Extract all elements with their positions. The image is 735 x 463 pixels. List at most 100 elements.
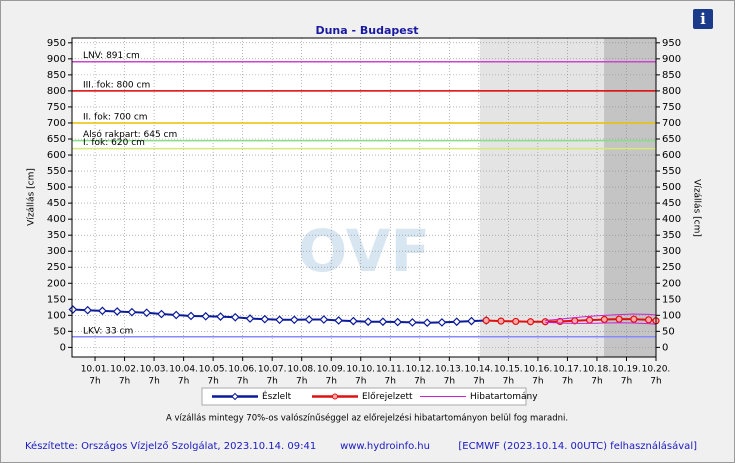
marker xyxy=(319,315,329,324)
y2-tick-label: 0 xyxy=(662,342,668,353)
y-tick-label: 450 xyxy=(47,198,66,209)
x-tick-time: 7h xyxy=(562,377,573,387)
marker xyxy=(230,312,240,322)
marker xyxy=(289,315,299,325)
x-tick-label: 10.16. xyxy=(524,365,553,375)
marker xyxy=(615,315,623,323)
marker xyxy=(512,317,520,326)
x-tick-time: 7h xyxy=(591,377,602,387)
y2-tick-label: 950 xyxy=(662,38,681,49)
x-tick-label: 10.14. xyxy=(465,365,494,375)
y-tick-label: 150 xyxy=(47,294,66,305)
y-tick-label: 200 xyxy=(47,278,66,289)
marker xyxy=(541,318,549,326)
y-tick-label: 700 xyxy=(47,118,66,129)
x-tick-label: 10.05. xyxy=(199,365,228,375)
marker xyxy=(157,309,166,319)
footer-credit: Készítette: Országos Vízjelző Szolgálat,… xyxy=(25,440,316,452)
reference-label: Alsó rakpart: 645 cm xyxy=(83,129,177,140)
marker xyxy=(393,317,403,327)
x-tick-label: 10.10. xyxy=(346,365,375,375)
marker xyxy=(201,311,211,321)
info-button[interactable] xyxy=(693,9,713,29)
marker xyxy=(526,318,535,326)
y2-tick-label: 850 xyxy=(662,70,681,81)
y2-tick-label: 550 xyxy=(662,166,681,177)
marker xyxy=(275,315,284,325)
y2-tick-label: 500 xyxy=(662,182,681,193)
marker xyxy=(349,316,358,326)
x-tick-label: 10.04. xyxy=(169,365,198,375)
x-tick-label: 10.13. xyxy=(435,365,464,375)
marker xyxy=(245,314,255,323)
x-tick-time: 7h xyxy=(148,377,159,387)
marker xyxy=(260,314,270,324)
info-icon[interactable]: i xyxy=(700,10,706,28)
marker xyxy=(186,311,196,321)
error-upper xyxy=(545,313,657,321)
x-tick-time: 7h xyxy=(207,377,218,387)
legend-label: Észlelt xyxy=(262,390,292,402)
y-tick-label: 250 xyxy=(47,262,66,273)
x-tick-time: 7h xyxy=(237,377,248,387)
y-tick-label: 600 xyxy=(47,150,66,161)
marker xyxy=(645,316,653,324)
marker xyxy=(98,306,107,316)
x-tick-label: 10.11. xyxy=(376,365,405,375)
reference-label: II. fok: 700 cm xyxy=(83,112,148,122)
y2-tick-label: 50 xyxy=(662,326,675,337)
x-tick-time: 7h xyxy=(326,377,337,387)
note: A vízállás mintegy 70%-os valószínűségge… xyxy=(166,413,568,424)
x-tick-time: 7h xyxy=(444,377,455,387)
x-tick-label: 10.07. xyxy=(258,365,287,375)
x-tick-time: 7h xyxy=(385,377,396,387)
x-tick-label: 10.08. xyxy=(287,365,316,375)
plot-border xyxy=(71,37,657,358)
y-axis-label: Vízállás [cm] xyxy=(27,168,37,226)
x-tick-label: 10.15. xyxy=(494,365,523,375)
x-tick-time: 7h xyxy=(266,377,277,387)
y-tick-label: 750 xyxy=(47,102,66,113)
y2-tick-label: 200 xyxy=(662,278,681,289)
x-tick-time: 7h xyxy=(503,377,514,387)
x-tick-time: 7h xyxy=(296,377,307,387)
x-tick-time: 7h xyxy=(414,377,425,387)
x-tick-label: 10.19. xyxy=(612,365,641,375)
y2-tick-label: 100 xyxy=(662,310,681,321)
reference-label: III. fok: 800 cm xyxy=(83,80,150,90)
marker xyxy=(408,318,417,327)
marker xyxy=(482,316,490,325)
y2-tick-label: 900 xyxy=(662,54,681,65)
marker xyxy=(467,316,476,326)
marker xyxy=(630,315,638,323)
y-tick-label: 800 xyxy=(47,86,66,97)
y-tick-label: 400 xyxy=(47,214,66,225)
y2-tick-label: 650 xyxy=(662,134,681,145)
legend-items: Észlelt Előrejelzett Hibatartomány xyxy=(212,390,538,402)
marker xyxy=(112,307,122,316)
marker xyxy=(83,305,92,315)
x-tick-time: 7h xyxy=(473,377,484,387)
y-tick-label: 550 xyxy=(47,166,66,177)
x-tick-time: 7h xyxy=(89,377,100,387)
marker xyxy=(171,310,181,320)
footer-source: [ECMWF (2023.10.14. 00UTC) felhasználásá… xyxy=(458,440,697,452)
forecast-region xyxy=(604,38,656,357)
marker xyxy=(334,316,343,325)
x-tick-label: 10.17. xyxy=(553,365,582,375)
y-tick-label: 0 xyxy=(60,342,66,353)
x-tick-time: 7h xyxy=(178,377,189,387)
marker xyxy=(378,317,388,327)
marker xyxy=(127,307,137,317)
x-tick-label: 10.02. xyxy=(110,365,139,375)
y-tick-label: 850 xyxy=(47,70,66,81)
y2-tick-label: 400 xyxy=(662,214,681,225)
marker xyxy=(422,318,432,328)
x-tick-label: 10.20. xyxy=(642,365,671,375)
y2-axis-label: Vízállás [cm] xyxy=(692,179,702,237)
footer-link[interactable]: www.hydroinfo.hu xyxy=(340,441,430,452)
y2-tick-label: 750 xyxy=(662,102,681,113)
y2-tick-label: 800 xyxy=(662,86,681,97)
y-tick-label: 300 xyxy=(47,246,66,257)
chart-title: Duna - Budapest xyxy=(315,24,418,37)
